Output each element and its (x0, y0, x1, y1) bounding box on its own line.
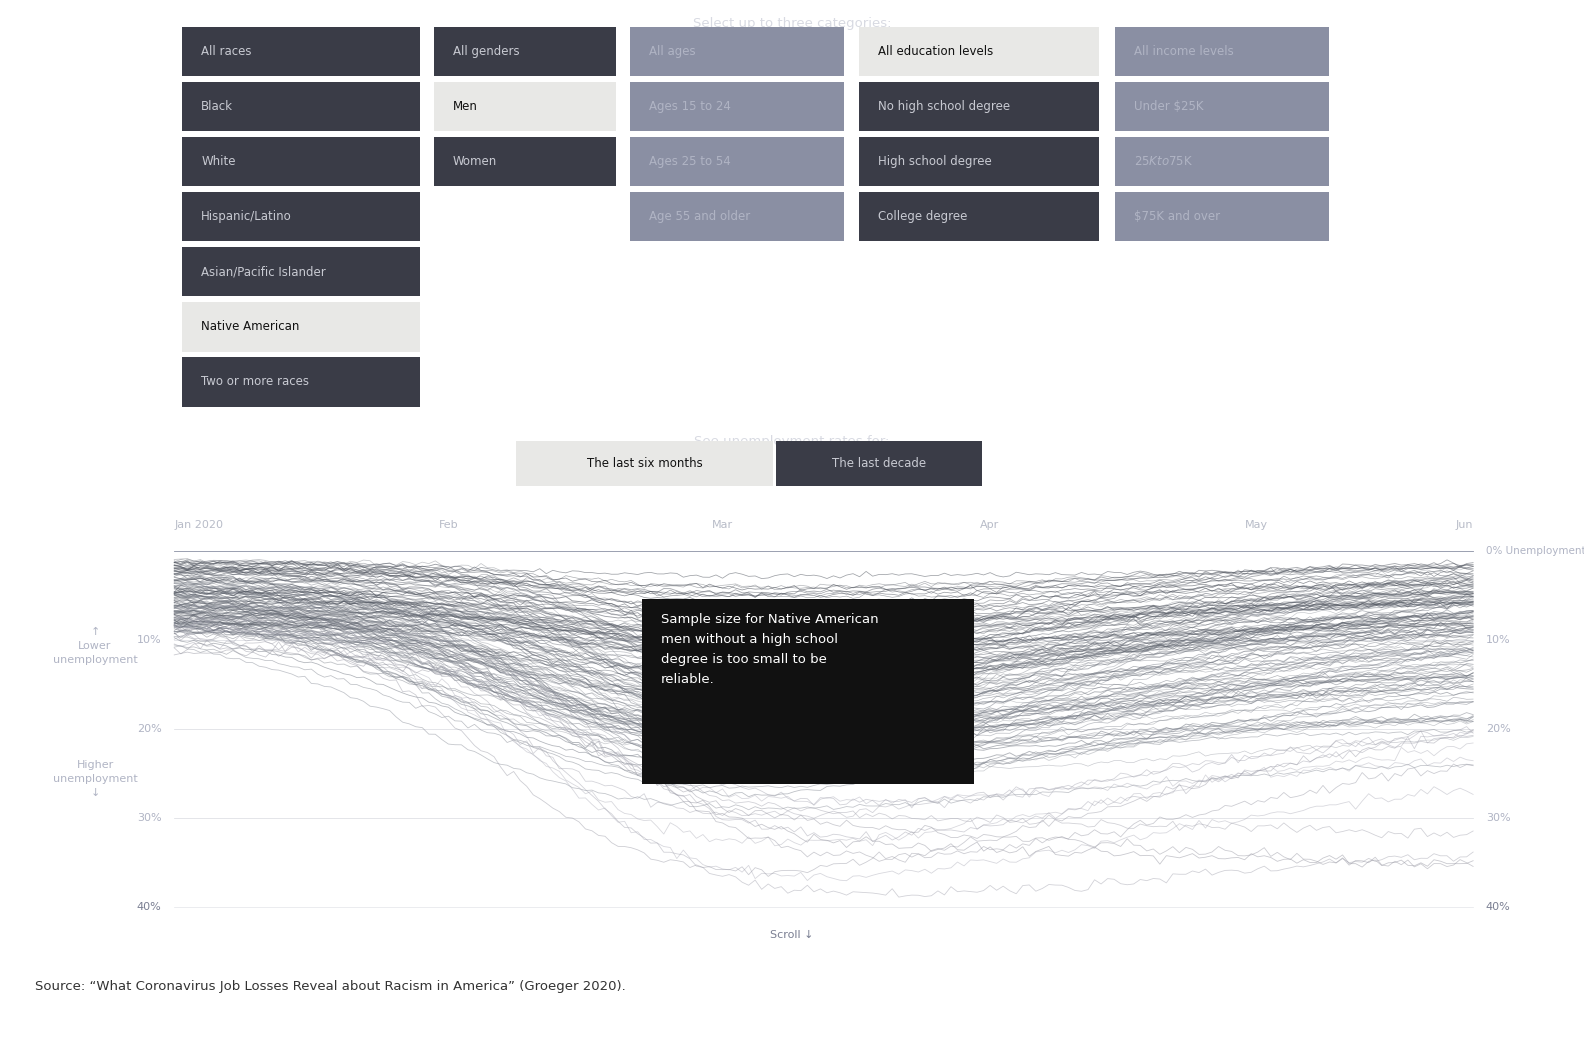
FancyBboxPatch shape (434, 81, 616, 132)
Text: Higher
unemployment
↓: Higher unemployment ↓ (52, 760, 138, 798)
Text: White: White (201, 155, 236, 168)
Text: 30%: 30% (1486, 813, 1511, 824)
FancyBboxPatch shape (776, 441, 982, 487)
Text: 40%: 40% (136, 902, 162, 912)
FancyBboxPatch shape (630, 26, 844, 76)
FancyBboxPatch shape (859, 81, 1099, 132)
Text: $25K to $75K: $25K to $75K (1134, 155, 1193, 168)
FancyBboxPatch shape (630, 81, 844, 132)
Text: Native American: Native American (201, 321, 299, 333)
Text: 10%: 10% (136, 635, 162, 645)
FancyBboxPatch shape (1115, 81, 1329, 132)
FancyBboxPatch shape (434, 26, 616, 76)
Text: Scroll ↓: Scroll ↓ (770, 930, 814, 940)
Text: May: May (1245, 520, 1267, 530)
FancyBboxPatch shape (182, 137, 420, 186)
FancyBboxPatch shape (859, 192, 1099, 241)
Text: Age 55 and older: Age 55 and older (649, 210, 751, 223)
Text: Women: Women (453, 155, 497, 168)
Text: 10%: 10% (1486, 635, 1511, 645)
Text: Two or more races: Two or more races (201, 376, 309, 388)
FancyBboxPatch shape (182, 247, 420, 296)
Text: 30%: 30% (136, 813, 162, 824)
Text: 40%: 40% (1486, 902, 1511, 912)
FancyBboxPatch shape (642, 598, 974, 784)
Text: The last decade: The last decade (832, 457, 927, 470)
Text: See unemployment rates for:: See unemployment rates for: (694, 435, 890, 448)
Text: Ages 15 to 24: Ages 15 to 24 (649, 100, 732, 113)
FancyBboxPatch shape (182, 192, 420, 241)
Text: Apr: Apr (980, 520, 1000, 530)
Text: The last six months: The last six months (586, 457, 703, 470)
Text: Source: “What Coronavirus Job Losses Reveal about Racism in America” (Groeger 20: Source: “What Coronavirus Job Losses Rev… (35, 980, 626, 993)
FancyBboxPatch shape (516, 441, 773, 487)
Text: 20%: 20% (136, 725, 162, 734)
Text: All genders: All genders (453, 45, 520, 57)
FancyBboxPatch shape (182, 26, 420, 76)
Text: Black: Black (201, 100, 233, 113)
Text: High school degree: High school degree (878, 155, 992, 168)
Text: ↑
Lower
unemployment: ↑ Lower unemployment (52, 627, 138, 665)
Text: Jun: Jun (1456, 520, 1473, 530)
FancyBboxPatch shape (1115, 192, 1329, 241)
FancyBboxPatch shape (630, 192, 844, 241)
Text: All income levels: All income levels (1134, 45, 1234, 57)
Text: Asian/Pacific Islander: Asian/Pacific Islander (201, 265, 326, 278)
FancyBboxPatch shape (1115, 137, 1329, 186)
Text: No high school degree: No high school degree (878, 100, 1009, 113)
Text: 20%: 20% (1486, 725, 1511, 734)
Text: Ages 25 to 54: Ages 25 to 54 (649, 155, 732, 168)
Text: Hispanic/Latino: Hispanic/Latino (201, 210, 291, 223)
Text: Mar: Mar (711, 520, 733, 530)
Text: Sample size for Native American
men without a high school
degree is too small to: Sample size for Native American men with… (661, 613, 878, 686)
Text: Men: Men (453, 100, 478, 113)
Text: 0% Unemployment: 0% Unemployment (1486, 546, 1584, 556)
FancyBboxPatch shape (859, 26, 1099, 76)
FancyBboxPatch shape (182, 357, 420, 406)
Text: Select up to three categories:: Select up to three categories: (692, 18, 892, 30)
Text: All ages: All ages (649, 45, 695, 57)
Text: Under $25K: Under $25K (1134, 100, 1204, 113)
FancyBboxPatch shape (434, 137, 616, 186)
FancyBboxPatch shape (859, 137, 1099, 186)
FancyBboxPatch shape (182, 302, 420, 352)
FancyBboxPatch shape (630, 137, 844, 186)
Text: All education levels: All education levels (878, 45, 993, 57)
FancyBboxPatch shape (182, 81, 420, 132)
Text: Feb: Feb (439, 520, 458, 530)
FancyBboxPatch shape (1115, 26, 1329, 76)
Text: $75K and over: $75K and over (1134, 210, 1220, 223)
Text: Jan 2020: Jan 2020 (174, 520, 223, 530)
Text: All races: All races (201, 45, 252, 57)
Text: College degree: College degree (878, 210, 966, 223)
